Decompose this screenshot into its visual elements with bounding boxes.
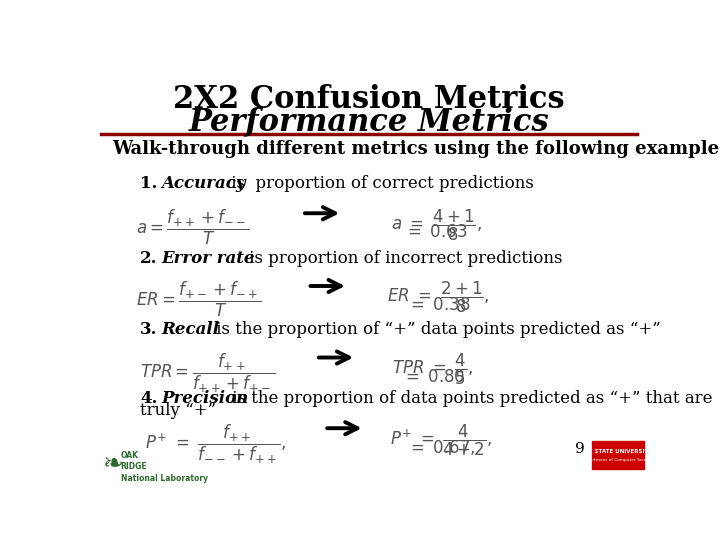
Text: $ER = \dfrac{f_{+-} + f_{-+}}{T}$: $ER = \dfrac{f_{+-} + f_{-+}}{T}$ [136,280,261,319]
Text: $P^{+} \ = \ \dfrac{f_{++}}{f_{--} + f_{++}},$: $P^{+} \ = \ \dfrac{f_{++}}{f_{--} + f_{… [145,422,287,465]
Text: $a = \dfrac{f_{++} + f_{--}}{T}$: $a = \dfrac{f_{++} + f_{--}}{T}$ [136,207,250,247]
Text: 1.: 1. [140,175,158,192]
Text: Accuracy: Accuracy [161,175,246,192]
Text: is proportion of incorrect predictions: is proportion of incorrect predictions [244,250,562,267]
Text: 2.: 2. [140,250,158,267]
Text: Error rate: Error rate [161,250,255,267]
Text: $ER \ = \ \dfrac{2+1}{8},$: $ER \ = \ \dfrac{2+1}{8},$ [387,280,490,315]
Text: $= \ 0.80$: $= \ 0.80$ [402,368,465,386]
Text: NC STATE UNIVERSITY: NC STATE UNIVERSITY [584,449,652,454]
Text: 2X2 Confusion Metrics: 2X2 Confusion Metrics [174,84,564,114]
Text: 9: 9 [575,442,585,456]
Text: $P^{+} \ = \ \dfrac{4}{4+2},$: $P^{+} \ = \ \dfrac{4}{4+2},$ [390,422,492,457]
Text: ❧: ❧ [102,453,123,476]
Text: Walk-through different metrics using the following example: Walk-through different metrics using the… [112,140,719,158]
Text: $TPR \ = \ \dfrac{4}{5},$: $TPR \ = \ \dfrac{4}{5},$ [392,352,474,387]
Text: Recall: Recall [161,321,220,338]
Text: $= \ 0.63$: $= \ 0.63$ [404,223,468,241]
Text: Performance Metrics: Performance Metrics [189,106,549,137]
Text: $TPR = \dfrac{f_{++}}{f_{++} + f_{+-}}$: $TPR = \dfrac{f_{++}}{f_{++} + f_{+-}}$ [140,352,275,395]
Text: is the proportion of data points predicted as “+” that are: is the proportion of data points predict… [228,390,713,407]
Text: $a \ = \ \dfrac{4+1}{8},$: $a \ = \ \dfrac{4+1}{8},$ [390,207,482,242]
Text: truly “+”: truly “+” [140,402,216,420]
FancyBboxPatch shape [593,441,644,469]
Text: is  proportion of correct predictions: is proportion of correct predictions [225,175,534,192]
Text: 4.: 4. [140,390,158,407]
Text: 3.: 3. [140,321,158,338]
Text: $= \ 0.38$: $= \ 0.38$ [407,296,471,314]
Text: Precision: Precision [161,390,249,407]
Text: OAK
RIDGE
National Laboratory: OAK RIDGE National Laboratory [121,451,208,483]
Text: is the proportion of “+” data points predicted as “+”: is the proportion of “+” data points pre… [210,321,660,338]
Text: $= \ 0.67,$: $= \ 0.67,$ [408,438,476,457]
Text: Department of Computer Science: Department of Computer Science [581,458,654,462]
